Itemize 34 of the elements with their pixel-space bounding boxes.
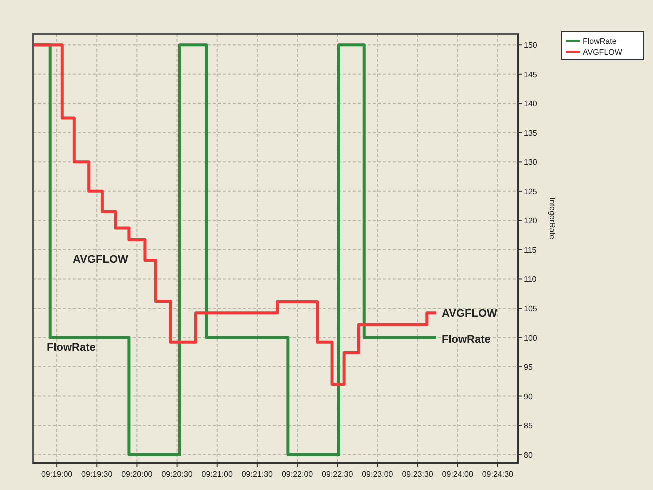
y-tick-label: 80 <box>524 450 534 460</box>
annotation: AVGFLOW <box>442 308 498 320</box>
x-tick-label: 09:20:30 <box>162 470 194 479</box>
annotation: FlowRate <box>442 334 491 346</box>
y-tick-label: 130 <box>524 158 538 168</box>
legend-label: FlowRate <box>583 37 618 46</box>
y-tick-label: 150 <box>524 41 538 50</box>
y-tick-label: 105 <box>524 304 538 314</box>
y-tick-label: 145 <box>524 70 538 80</box>
x-tick-label: 09:19:00 <box>41 470 74 479</box>
annotation: FlowRate <box>47 342 96 354</box>
x-tick-label: 09:22:30 <box>322 470 354 479</box>
y-tick-label: 110 <box>524 275 538 284</box>
y-axis-title: IntegerRate <box>548 198 557 240</box>
x-tick-label: 09:24:30 <box>482 470 514 479</box>
legend-label: AVGFLOW <box>583 48 623 57</box>
x-tick-label: 09:22:00 <box>282 470 314 479</box>
x-tick-label: 09:21:00 <box>202 470 234 479</box>
x-tick-label: 09:21:30 <box>242 470 274 479</box>
x-tick-label: 09:24:00 <box>442 470 474 479</box>
y-tick-label: 135 <box>524 128 538 138</box>
x-tick-label: 09:19:30 <box>82 470 114 479</box>
annotation: AVGFLOW <box>73 254 130 266</box>
y-tick-label: 95 <box>524 363 534 372</box>
x-tick-label: 09:20:00 <box>122 470 154 479</box>
y-tick-label: 115 <box>524 246 538 255</box>
x-tick-label: 09:23:30 <box>402 470 434 479</box>
y-tick-label: 140 <box>524 100 538 109</box>
y-tick-label: 85 <box>524 422 534 431</box>
x-tick-label: 09:23:00 <box>362 470 394 479</box>
y-tick-label: 90 <box>524 392 534 402</box>
y-tick-label: 120 <box>524 216 538 226</box>
y-tick-label: 125 <box>524 187 538 196</box>
y-tick-label: 100 <box>524 334 538 343</box>
